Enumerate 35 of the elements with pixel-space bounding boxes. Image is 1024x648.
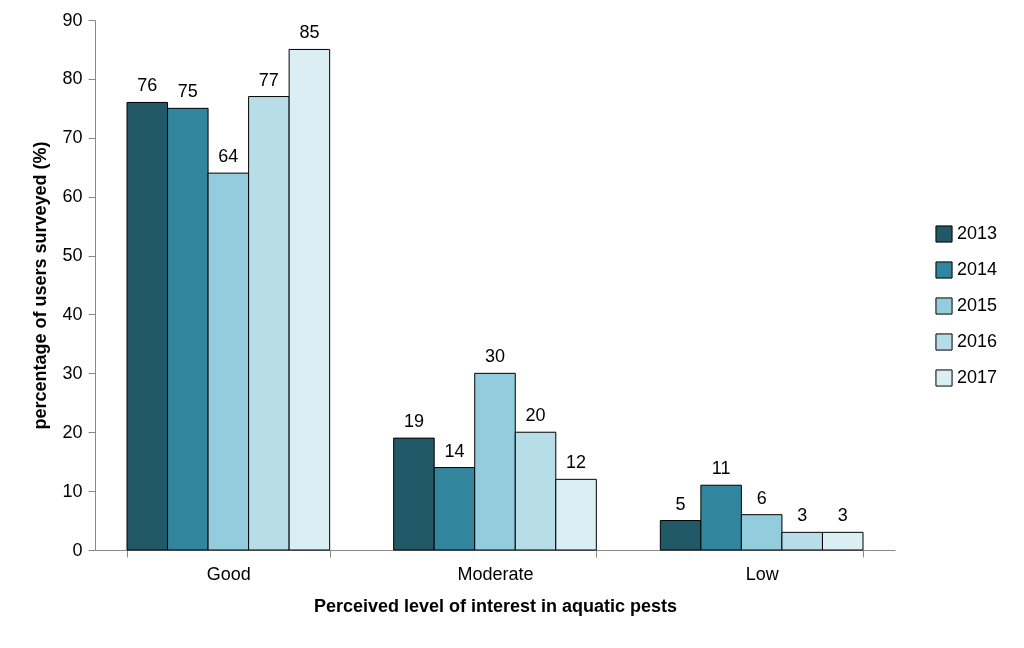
y-axis-title: percentage of users surveyed (%) — [30, 141, 51, 430]
legend-label: 2014 — [957, 259, 998, 279]
data-label: 14 — [444, 440, 465, 461]
x-axis-title: Perceived level of interest in aquatic pests — [313, 595, 678, 616]
legend-label: 2015 — [957, 295, 998, 315]
data-label: 6 — [756, 487, 767, 508]
legend-label: 2017 — [957, 367, 998, 387]
data-label: 64 — [218, 146, 239, 167]
x-tick-label: Low — [745, 563, 780, 584]
x-tick-label: Good — [206, 563, 251, 584]
y-tick-label: 40 — [62, 303, 83, 324]
data-label: 5 — [675, 493, 686, 514]
y-tick-label: 30 — [62, 362, 83, 383]
data-label: 75 — [177, 81, 198, 102]
data-label: 19 — [403, 411, 424, 432]
y-tick-label: 60 — [62, 186, 83, 207]
data-label: 76 — [137, 75, 158, 96]
data-label: 12 — [566, 452, 587, 473]
data-label: 85 — [299, 22, 320, 43]
data-label: 3 — [797, 505, 808, 526]
data-label: 11 — [711, 458, 731, 479]
y-tick-label: 90 — [62, 9, 83, 30]
legend-label: 2016 — [957, 331, 998, 351]
data-label: 20 — [525, 405, 546, 426]
data-label: 30 — [484, 346, 506, 367]
y-tick-label: 20 — [62, 421, 83, 442]
y-tick-label: 0 — [72, 539, 83, 560]
y-tick-label: 80 — [62, 68, 83, 89]
data-label: 3 — [837, 505, 848, 526]
y-tick-label: 10 — [62, 480, 83, 501]
y-tick-label: 70 — [62, 127, 83, 148]
legend-label: 2013 — [957, 223, 998, 243]
data-label: 77 — [258, 69, 279, 90]
y-tick-label: 50 — [62, 245, 83, 266]
x-tick-label: Moderate — [457, 563, 534, 584]
